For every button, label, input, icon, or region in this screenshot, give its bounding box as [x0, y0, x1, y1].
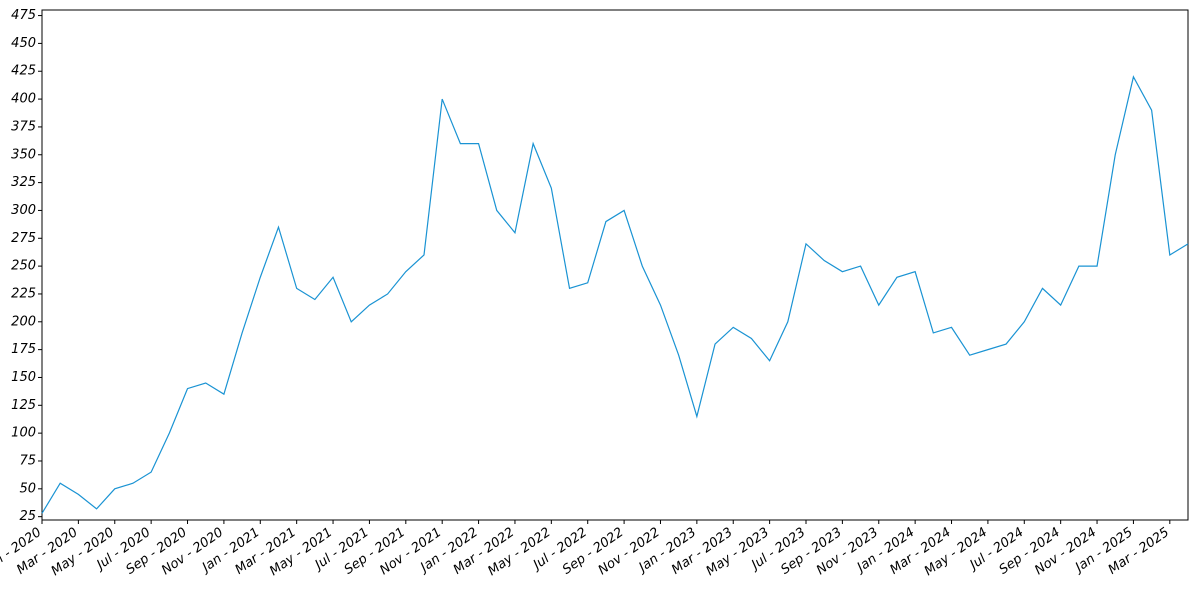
- y-tick-label: 300: [11, 203, 36, 218]
- y-tick-label: 325: [11, 175, 36, 190]
- y-tick-label: 350: [11, 147, 36, 162]
- y-tick-label: 375: [11, 119, 36, 134]
- y-tick-label: 450: [11, 36, 36, 51]
- y-tick-label: 25: [19, 509, 36, 524]
- y-tick-label: 125: [11, 398, 36, 413]
- y-tick-label: 50: [19, 481, 36, 496]
- y-tick-label: 250: [11, 259, 36, 274]
- plot-frame: [41, 9, 1189, 521]
- y-tick-label: 175: [11, 342, 36, 357]
- y-tick-label: 75: [19, 453, 36, 468]
- y-tick-label: 400: [11, 92, 36, 107]
- y-tick-label: 475: [11, 8, 36, 23]
- data-line: [41, 75, 1189, 514]
- y-tick-label: 150: [11, 370, 36, 385]
- y-tick-label: 275: [11, 231, 36, 246]
- y-tick-label: 100: [11, 426, 36, 441]
- y-tick-label: 425: [11, 64, 36, 79]
- y-tick-label: 225: [11, 286, 36, 301]
- y-tick-label: 200: [11, 314, 36, 329]
